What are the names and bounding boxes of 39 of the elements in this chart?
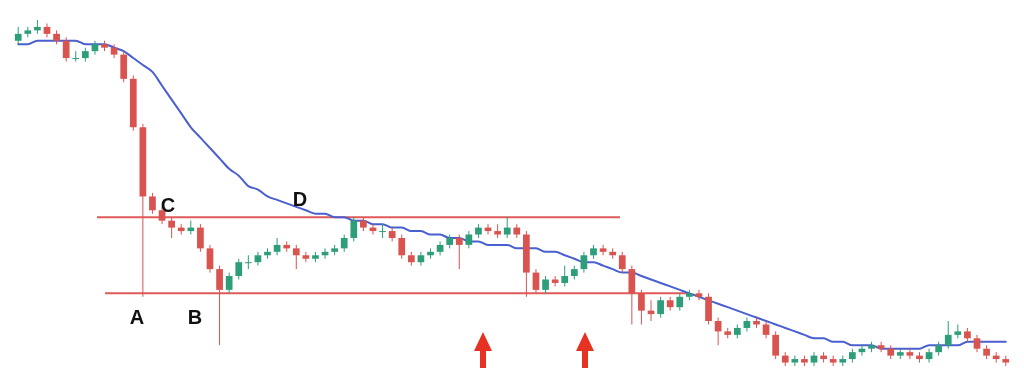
candlestick xyxy=(350,216,358,242)
candlestick xyxy=(273,237,281,256)
candlestick xyxy=(292,244,300,270)
annotation: A xyxy=(129,306,145,328)
candlestick xyxy=(398,234,406,260)
candlestick xyxy=(599,244,607,256)
candlestick xyxy=(62,36,70,63)
candlestick xyxy=(810,351,818,367)
candlestick xyxy=(302,251,310,263)
candlestick xyxy=(197,223,204,253)
candlestick xyxy=(561,265,569,287)
candlestick xyxy=(110,43,118,59)
candlestick xyxy=(149,192,156,215)
candlestick xyxy=(206,244,214,274)
candlestick xyxy=(772,330,780,360)
annotation: B xyxy=(187,306,203,328)
candlestick xyxy=(695,289,703,301)
candlestick xyxy=(877,341,885,353)
candlestick xyxy=(455,234,463,270)
candlestick xyxy=(244,254,252,270)
candlestick xyxy=(72,50,80,63)
candlestick xyxy=(925,348,933,364)
candlestick xyxy=(657,296,664,319)
candlestick xyxy=(379,223,386,239)
candlestick xyxy=(91,40,99,56)
candlestick xyxy=(503,216,511,239)
candlestick xyxy=(618,251,626,274)
candlestick xyxy=(254,251,262,267)
candlestick xyxy=(436,240,444,256)
candlestick xyxy=(551,275,559,287)
candlestick xyxy=(906,348,914,360)
candlestick xyxy=(225,272,233,294)
annotation: C xyxy=(160,194,176,216)
candlestick xyxy=(944,320,952,350)
candlestick xyxy=(417,251,425,267)
candlestick xyxy=(235,258,243,280)
annotation: D xyxy=(292,188,308,210)
candlestick xyxy=(580,251,588,274)
candlestick xyxy=(43,22,51,38)
